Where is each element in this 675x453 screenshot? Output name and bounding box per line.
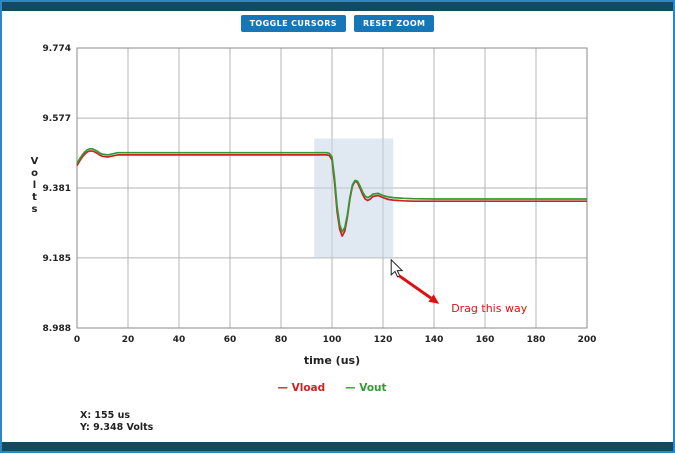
reset-zoom-button[interactable]: RESET ZOOM bbox=[353, 15, 435, 32]
top-bar bbox=[2, 2, 673, 11]
y-axis-label: Volts bbox=[29, 156, 40, 216]
x-axis-label: time (us) bbox=[303, 354, 361, 367]
y-tick-label: 8.988 bbox=[43, 324, 71, 334]
x-readout: X: 155 us bbox=[80, 410, 130, 421]
legend-item-vload: — Vload bbox=[277, 382, 326, 394]
x-tick-label: 0 bbox=[74, 335, 80, 345]
toggle-cursors-button[interactable]: TOGGLE CURSORS bbox=[240, 15, 346, 32]
drag-arrow bbox=[398, 274, 432, 300]
y-tick-label: 9.774 bbox=[43, 44, 71, 54]
x-tick-label: 120 bbox=[374, 335, 393, 345]
x-tick-label: 60 bbox=[224, 335, 237, 345]
annotation-text: Drag this way bbox=[451, 302, 528, 315]
plot-border bbox=[76, 47, 588, 329]
x-tick-label: 40 bbox=[173, 335, 186, 345]
x-tick-label: 140 bbox=[425, 335, 444, 345]
cursor-readout: X: 155 us Y: 9.348 Volts bbox=[80, 410, 153, 434]
x-tick-label: 200 bbox=[578, 335, 597, 345]
y-tick-label: 9.185 bbox=[43, 254, 71, 264]
bottom-bar bbox=[2, 442, 673, 451]
x-tick-label: 100 bbox=[323, 335, 342, 345]
x-tick-label: 160 bbox=[476, 335, 495, 345]
y-tick-label: 9.577 bbox=[43, 114, 71, 124]
y-readout: Y: 9.348 Volts bbox=[80, 422, 154, 433]
x-tick-label: 20 bbox=[122, 335, 135, 345]
drag-arrow-head bbox=[428, 294, 440, 304]
x-tick-label: 80 bbox=[275, 335, 288, 345]
mouse-cursor-icon bbox=[390, 258, 404, 278]
zoom-selection-region[interactable] bbox=[314, 138, 394, 258]
waveform-chart[interactable]: 0 20 40 60 80 100 120 140 160 180 200 9.774 9.577 9.3… bbox=[14, 38, 659, 350]
legend-item-vout: — Vout bbox=[345, 382, 387, 394]
y-tick-label: 9.381 bbox=[43, 184, 71, 194]
series-vout bbox=[76, 147, 587, 233]
toolbar: TOGGLE CURSORS RESET ZOOM bbox=[2, 15, 673, 32]
x-tick-label: 180 bbox=[527, 335, 546, 345]
legend: — Vload — Vout bbox=[77, 382, 587, 394]
